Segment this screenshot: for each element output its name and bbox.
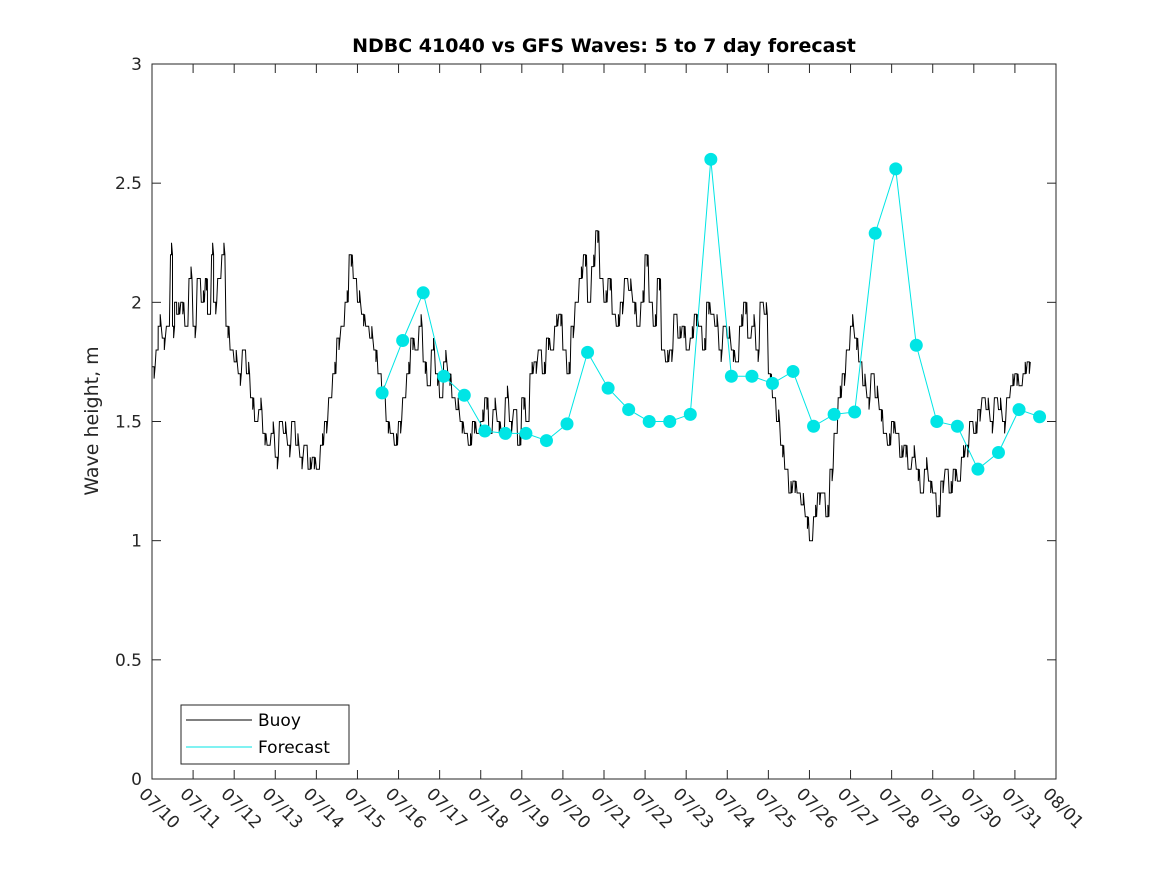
y-tick-label: 2.5	[115, 174, 142, 194]
forecast-point	[765, 376, 779, 390]
forecast-point	[663, 415, 677, 428]
forecast-point	[519, 426, 533, 440]
forecast-point	[437, 369, 451, 383]
y-axis: 0 0.5 1 1.5 2 2.5 3	[115, 55, 1056, 790]
axes-frame	[151, 63, 1057, 780]
forecast-point	[457, 388, 471, 402]
forecast-point	[1012, 403, 1026, 417]
forecast-point	[889, 162, 903, 176]
forecast-point	[498, 426, 512, 440]
y-axis-label: Wave height, m	[81, 346, 103, 495]
forecast-point	[848, 405, 862, 419]
forecast-point	[396, 333, 410, 347]
forecast-point	[868, 226, 882, 240]
forecast-point	[724, 369, 738, 383]
y-tick-label: 2	[131, 293, 142, 313]
y-tick-label: 1	[131, 532, 142, 552]
forecast-point	[601, 381, 615, 395]
plot-area	[152, 152, 1047, 542]
forecast-point	[786, 364, 800, 378]
buoy-series-line	[152, 230, 1031, 542]
y-tick-label: 3	[131, 55, 142, 75]
forecast-point	[416, 286, 430, 300]
forecast-point	[745, 369, 759, 383]
forecast-point	[581, 345, 595, 359]
forecast-point	[560, 417, 574, 431]
y-tick-label: 1.5	[115, 413, 142, 433]
forecast-point	[909, 338, 923, 352]
forecast-point	[704, 152, 718, 166]
forecast-point	[478, 424, 492, 438]
forecast-point	[971, 462, 985, 476]
forecast-point	[375, 386, 389, 400]
forecast-point	[622, 403, 636, 417]
legend-box	[180, 704, 350, 765]
legend-buoy-label: Buoy	[258, 711, 301, 731]
forecast-point	[950, 419, 964, 433]
forecast-point	[807, 419, 821, 433]
y-tick-label: 0.5	[115, 651, 142, 671]
forecast-point	[539, 434, 553, 448]
legend: Buoy Forecast	[180, 704, 350, 765]
forecast-point	[827, 407, 841, 421]
chart-title: NDBC 41040 vs GFS Waves: 5 to 7 day fore…	[352, 35, 856, 57]
forecast-point	[930, 415, 944, 428]
forecast-point	[1033, 410, 1047, 424]
forecast-point	[683, 407, 697, 421]
y-tick-label: 0	[131, 770, 142, 790]
forecast-point	[991, 445, 1005, 459]
legend-forecast-label: Forecast	[258, 738, 330, 758]
forecast-point	[642, 415, 656, 428]
